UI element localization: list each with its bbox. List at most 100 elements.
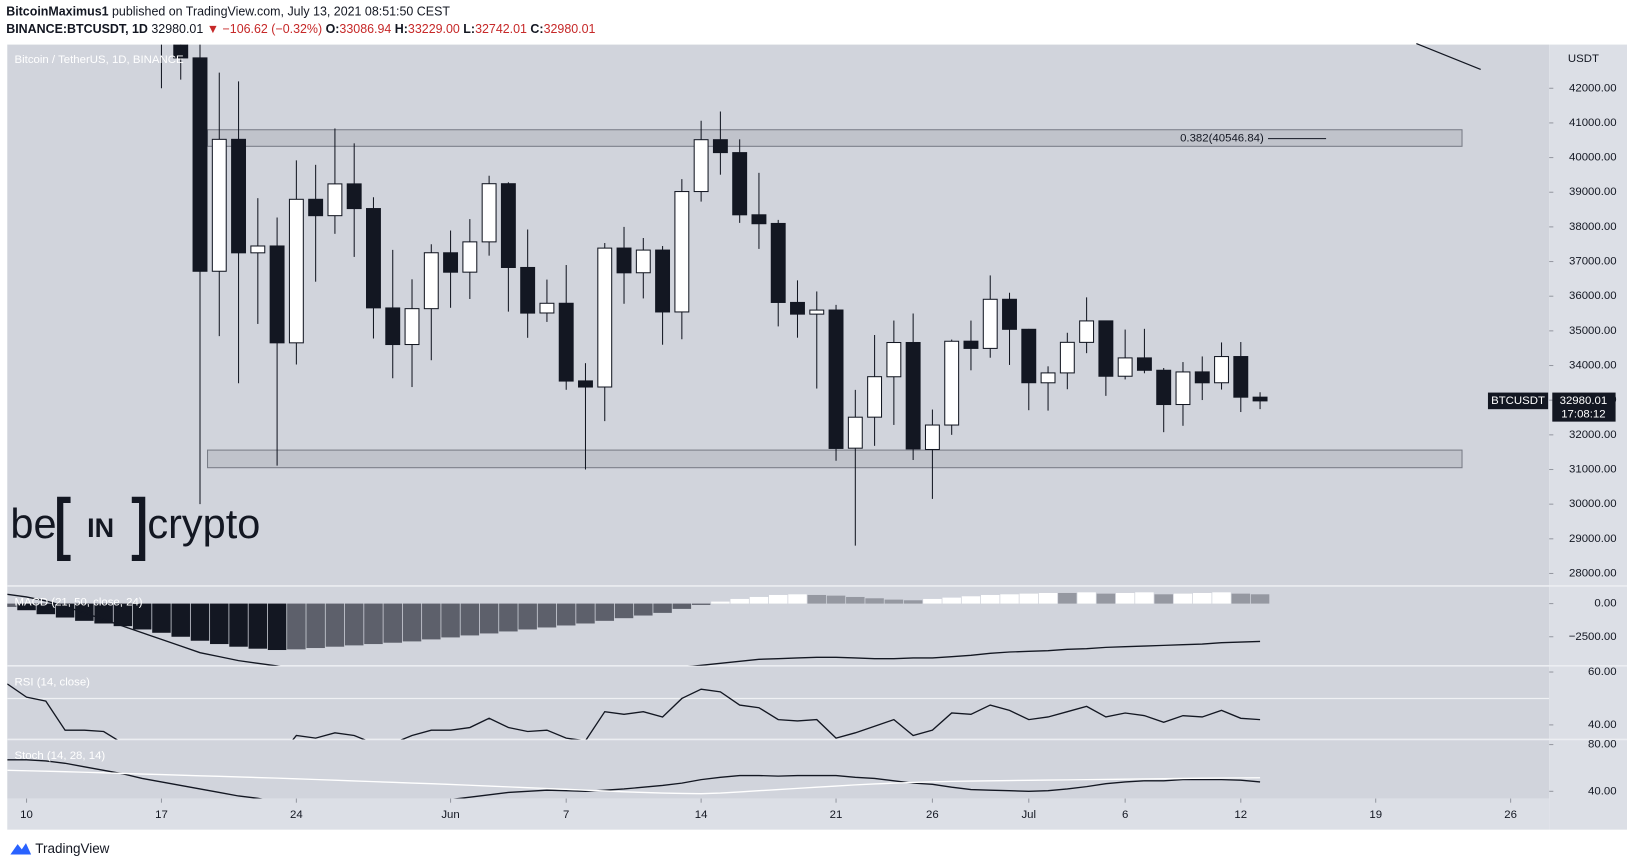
quote-line: BINANCE:BTCUSDT, 1D 32980.01 ▼ −106.62 (… (6, 22, 595, 36)
y-tick-label: 42000.00 (1569, 82, 1617, 94)
y-tick-label: 32000.00 (1569, 429, 1617, 441)
histogram-bar (306, 603, 325, 649)
watermark-bracket (57, 496, 146, 562)
price-axis (1549, 44, 1627, 830)
candle-body (867, 376, 883, 418)
x-tick-label: 21 (830, 809, 843, 821)
header-line: BitcoinMaximus1 published on TradingView… (6, 5, 450, 19)
candle-body (732, 152, 748, 216)
histogram-bar (711, 601, 730, 604)
histogram-bar (576, 603, 595, 624)
histogram-bar (884, 599, 904, 604)
histogram-bar (865, 598, 884, 604)
pane (7, 683, 1550, 740)
trend-line (1416, 42, 1481, 71)
histogram-bar (325, 603, 345, 647)
histogram-bar (537, 603, 557, 628)
histogram-bar (1096, 593, 1116, 604)
histogram-bar (55, 603, 75, 618)
candle-body (1175, 371, 1191, 406)
histogram-bar (7, 603, 17, 607)
indicator-line (7, 593, 1261, 666)
candle-body (655, 249, 671, 313)
histogram-bar (518, 603, 537, 630)
histogram-bar (499, 603, 518, 632)
candle-body (346, 183, 362, 210)
price-box (1552, 392, 1616, 422)
histogram-bar (556, 603, 576, 626)
candle-body (481, 183, 497, 243)
histogram-bar (1154, 594, 1173, 604)
y-tick-label: −2500.00 (1569, 631, 1617, 643)
candle-body (539, 302, 555, 314)
candle-body (462, 241, 478, 273)
watermark-text: crypto (147, 500, 260, 547)
x-tick-label: 17 (155, 809, 168, 821)
histogram-bar (422, 603, 441, 640)
histogram-bar (634, 603, 653, 616)
histogram-bar (614, 603, 634, 619)
candle-body (250, 245, 266, 254)
x-tick-label: 6 (1122, 809, 1128, 821)
histogram-bar (691, 603, 711, 605)
ohlc-label: O: (326, 22, 340, 36)
histogram-bar (1212, 592, 1231, 604)
candle-body (751, 214, 767, 225)
fib-label: 0.382(40546.84) (1180, 133, 1264, 145)
candle-body (366, 208, 381, 309)
candle-body (982, 298, 998, 349)
indicator-line (7, 759, 1261, 799)
y-tick-label: 60.00 (1588, 666, 1617, 678)
histogram-bar (479, 603, 499, 634)
x-tick-label: 10 (20, 809, 33, 821)
footer-logo (10, 843, 32, 855)
histogram-bar (1231, 593, 1251, 604)
candle-body (924, 424, 940, 451)
histogram-bar (1019, 593, 1039, 604)
candle-body (192, 57, 208, 272)
ohlc-label: L: (463, 22, 475, 36)
candle-body (1136, 357, 1152, 371)
y-tick-label: 36000.00 (1569, 290, 1617, 302)
x-tick-label: Jun (441, 809, 459, 821)
pane-title: Bitcoin / TetherUS, 1D, BINANCE (15, 54, 184, 66)
symbol-box (1487, 392, 1549, 410)
candle-body (770, 222, 786, 303)
candle-body (404, 308, 420, 346)
candle-body (1002, 298, 1017, 330)
candle-body (963, 340, 979, 349)
y-tick-label: 41000.00 (1569, 117, 1617, 129)
last-price: 32980.01 (1560, 395, 1608, 407)
candle-body (385, 307, 401, 346)
histogram-bar (248, 603, 268, 649)
indicator-line (7, 683, 1261, 740)
y-tick-label: 38000.00 (1569, 221, 1617, 233)
candle-body (327, 183, 343, 217)
pane (7, 759, 1261, 799)
histogram-bar (402, 603, 422, 642)
candle-body (520, 266, 536, 314)
histogram-bar (942, 597, 961, 604)
pane-title: Stoch (14, 28, 14) (15, 750, 106, 762)
histogram-bar (768, 594, 788, 604)
candle-body (886, 341, 902, 378)
watermark-text: IN (87, 513, 114, 543)
candle-body (308, 198, 324, 217)
y-tick-label: 39000.00 (1569, 186, 1617, 198)
candle-body (1156, 369, 1172, 406)
histogram-bar (1173, 593, 1193, 604)
histogram-bar (1077, 592, 1096, 604)
histogram-bar (441, 603, 460, 638)
candle-body (1214, 356, 1229, 384)
histogram-bar (672, 603, 692, 609)
candle-body (1079, 320, 1095, 343)
price: 32980.01 (151, 22, 203, 36)
y-tick-label: 40.00 (1588, 785, 1617, 797)
ohlc-value: 33086.94 (339, 22, 391, 36)
candle-body (288, 198, 304, 344)
symbol-label: BTCUSDT (1491, 395, 1545, 407)
x-tick-label: 19 (1369, 809, 1382, 821)
y-tick-label: 30000.00 (1569, 498, 1617, 510)
histogram-bar (1250, 594, 1270, 604)
